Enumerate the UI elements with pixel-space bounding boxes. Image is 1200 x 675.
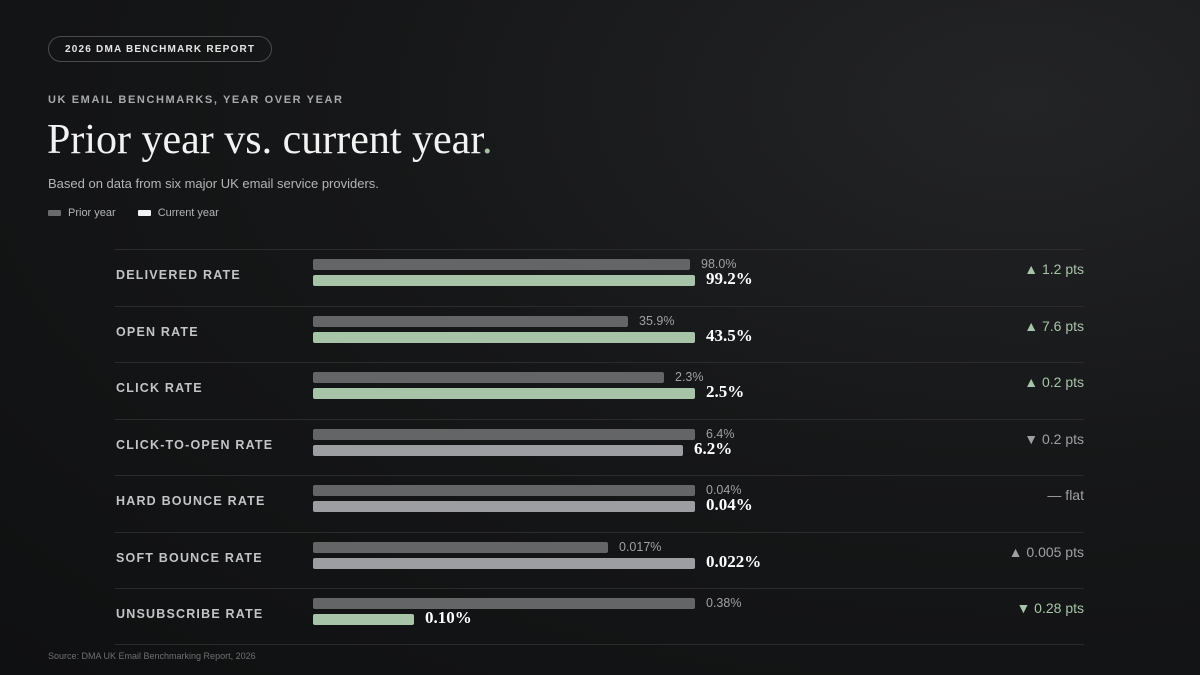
delta-label: ▲ 7.6 pts: [1024, 317, 1084, 334]
chart-legend: Prior year Current year: [48, 207, 219, 219]
bar-prior: [313, 315, 628, 327]
value-label-current: 43.5%: [706, 325, 753, 345]
value-label-current: 2.5%: [706, 382, 745, 401]
bar-current: [313, 501, 695, 512]
bar-current: [313, 275, 695, 286]
metric-label: DELIVERED RATE: [116, 268, 241, 282]
chart-row: CLICK RATE 2.3% 2.5% ▲ 0.2 pts: [115, 362, 1084, 419]
bar-current: [313, 557, 695, 569]
chart-row: SOFT BOUNCE RATE 0.017% 0.022% ▲ 0.005 pts: [115, 531, 1084, 589]
bar-current: [313, 614, 414, 625]
legend-item-prior: Prior year: [48, 207, 116, 219]
legend-swatch-current: [137, 210, 151, 216]
delta-label: ▲ 1.2 pts: [1024, 261, 1084, 277]
metric-label: CLICK-TO-OPEN RATE: [116, 437, 274, 452]
chart-row: CLICK-TO-OPEN RATE 6.4% 6.2% ▼ 0.2 pts: [115, 418, 1084, 476]
bar-prior: [313, 485, 695, 496]
page-title: Prior year vs. current year.: [47, 116, 493, 164]
value-label-current: 0.04%: [706, 495, 753, 514]
value-label-prior: 0.04%: [706, 483, 742, 497]
value-label-prior: 35.9%: [639, 313, 675, 328]
legend-label-current: Current year: [157, 207, 219, 219]
value-label-prior: 2.3%: [675, 370, 704, 384]
chart-row: HARD BOUNCE RATE 0.04% 0.04% — flat: [115, 475, 1084, 532]
value-label-prior: 0.017%: [619, 539, 662, 554]
benchmark-chart: DELIVERED RATE 98.0% 99.2% ▲ 1.2 pts OPEN RA…: [115, 249, 1084, 645]
title-dot: .: [482, 117, 493, 163]
value-label-current: 0.10%: [425, 608, 472, 627]
subtitle: Based on data from six major UK email se…: [48, 176, 379, 191]
bar-prior: [313, 259, 690, 270]
metric-label: UNSUBSCRIBE RATE: [116, 607, 264, 621]
value-label-prior: 0.38%: [706, 596, 742, 610]
value-label-prior: 98.0%: [701, 257, 737, 271]
delta-label: ▼ 0.2 pts: [1024, 430, 1084, 447]
title-text: Prior year vs. current year: [47, 117, 482, 163]
bar-current: [313, 331, 695, 343]
eyebrow-label: UK EMAIL BENCHMARKS, YEAR OVER YEAR: [48, 94, 344, 106]
metric-label: SOFT BOUNCE RATE: [116, 550, 263, 565]
value-label-current: 6.2%: [694, 438, 733, 458]
value-label-current: 0.022%: [706, 551, 762, 571]
delta-label: ▲ 0.2 pts: [1024, 374, 1084, 390]
bar-prior: [313, 541, 608, 553]
bar-prior: [313, 372, 664, 383]
metric-label: HARD BOUNCE RATE: [116, 494, 266, 508]
delta-label: ▲ 0.005 pts: [1008, 543, 1084, 560]
bar-current: [313, 444, 683, 456]
source-note: Source: DMA UK Email Benchmarking Report…: [48, 651, 256, 661]
chart-row: DELIVERED RATE 98.0% 99.2% ▲ 1.2 pts: [115, 249, 1084, 306]
chart-row: OPEN RATE 35.9% 43.5% ▲ 7.6 pts: [115, 305, 1084, 363]
metric-label: CLICK RATE: [116, 381, 203, 395]
value-label-prior: 6.4%: [706, 426, 735, 441]
metric-label: OPEN RATE: [116, 324, 199, 339]
bar-prior: [313, 598, 695, 609]
delta-label: — flat: [1047, 487, 1084, 503]
chart-row: UNSUBSCRIBE RATE 0.38% 0.10% ▼ 0.28 pts: [115, 588, 1084, 645]
legend-item-current: Current year: [137, 207, 219, 219]
delta-label: ▼ 0.28 pts: [1016, 600, 1084, 616]
legend-swatch-prior: [48, 210, 61, 216]
report-badge: 2026 DMA BENCHMARK REPORT: [48, 36, 273, 62]
value-label-current: 99.2%: [706, 269, 753, 288]
bar-prior: [313, 428, 695, 440]
bar-current: [313, 388, 695, 399]
legend-label-prior: Prior year: [68, 207, 116, 219]
